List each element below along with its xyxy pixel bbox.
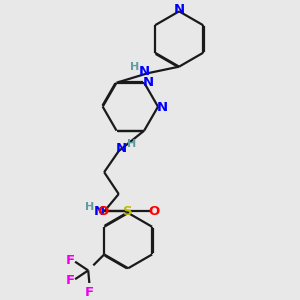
Text: H: H <box>130 61 139 72</box>
Text: N: N <box>116 142 127 155</box>
Text: N: N <box>139 64 150 77</box>
Text: N: N <box>143 76 154 88</box>
Text: N: N <box>94 205 105 218</box>
Text: O: O <box>97 205 108 218</box>
Text: N: N <box>174 3 185 16</box>
Text: F: F <box>66 254 75 267</box>
Text: F: F <box>85 286 94 299</box>
Text: H: H <box>127 139 136 149</box>
Text: O: O <box>148 205 159 218</box>
Text: S: S <box>123 205 133 218</box>
Text: N: N <box>157 101 168 114</box>
Text: F: F <box>66 274 75 287</box>
Text: H: H <box>85 202 94 212</box>
